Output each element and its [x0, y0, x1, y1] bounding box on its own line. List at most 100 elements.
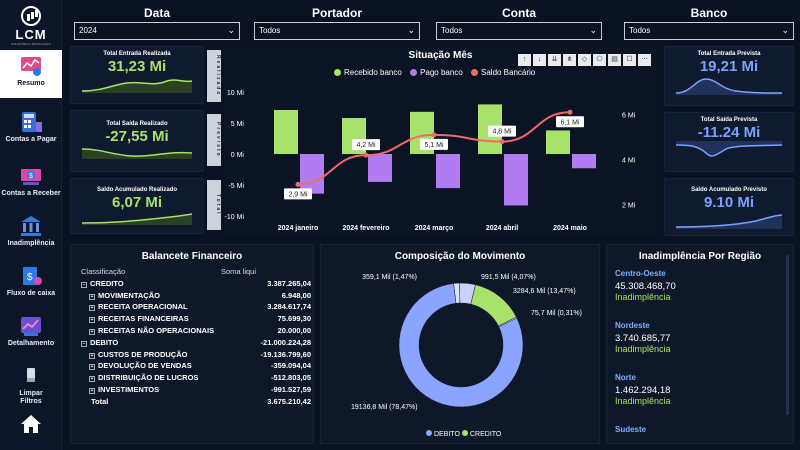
- expand-icon[interactable]: +: [89, 364, 95, 371]
- table-row[interactable]: Total 3.675.210,42: [81, 397, 311, 409]
- sidebar-item-detalhamento[interactable]: Detalhamento: [0, 310, 62, 360]
- saldo-point[interactable]: [295, 181, 301, 187]
- kpi-title: Saldo Acumulado Realizado: [96, 187, 178, 193]
- sidebar-item-label: Inadimplência: [7, 240, 55, 247]
- row-label-text: CREDITO: [90, 278, 124, 288]
- kpi-title: Total Saída Realizado: [106, 121, 168, 127]
- region-card: Centro-Oeste 45.308.468,70 Inadimplência: [615, 269, 676, 302]
- cashflow-icon: $: [23, 267, 42, 285]
- bar-pago[interactable]: [368, 154, 392, 182]
- conta-dropdown[interactable]: Todos ⌄: [436, 22, 602, 40]
- bar-pago[interactable]: [572, 154, 596, 169]
- column-header[interactable]: Classificação: [81, 267, 126, 276]
- bar-recebido[interactable]: [274, 109, 298, 154]
- table-row[interactable]: + RECEITAS FINANCEIRAS 75.699,30: [81, 314, 311, 326]
- table-row[interactable]: − DEBITO -21.000.224,28: [81, 338, 311, 350]
- logo: LCM SOLUÇÕES E TECNOLOGIA: [8, 4, 54, 46]
- logo-text: LCM: [15, 27, 47, 42]
- expand-icon[interactable]: +: [89, 293, 95, 300]
- chevron-down-icon: ⌄: [781, 25, 789, 35]
- table-row[interactable]: + MOVIMENTAÇÃO 6.948,00: [81, 291, 311, 303]
- scrollbar[interactable]: [786, 255, 789, 415]
- bar-pago[interactable]: [504, 154, 528, 206]
- expand-icon[interactable]: +: [89, 328, 95, 335]
- expand-icon[interactable]: +: [89, 352, 95, 359]
- bar-pago[interactable]: [300, 154, 324, 194]
- expand-icon[interactable]: +: [89, 305, 95, 312]
- data-label-box: [488, 125, 516, 137]
- table-row[interactable]: + DISTRIBUIÇÃO DE LUCROS -512.803,05: [81, 373, 311, 385]
- slice-label: 3284,6 Mil (13,47%): [513, 288, 576, 295]
- data-dropdown[interactable]: 2024 ⌄: [74, 22, 240, 40]
- saldo-point[interactable]: [499, 139, 505, 145]
- table-row[interactable]: − CREDITO 3.387.265,04: [81, 279, 311, 291]
- collapse-icon[interactable]: −: [81, 340, 87, 347]
- row-label: + RECEITAS NÃO OPERACIONAIS: [89, 326, 214, 335]
- saldo-point[interactable]: [431, 132, 437, 138]
- table-row[interactable]: + INVESTIMENTOS -991.527,59: [81, 385, 311, 397]
- legend-item-recebido[interactable]: Recebido banco: [334, 68, 402, 77]
- region-label: Inadimplência: [615, 344, 671, 354]
- column-header[interactable]: Soma liqui: [221, 267, 257, 276]
- pin-button[interactable]: ◇: [578, 54, 591, 66]
- copy-button[interactable]: ⎔: [593, 54, 606, 66]
- table-row[interactable]: + RECEITAS NÃO OPERACIONAIS 20.000,00: [81, 326, 311, 338]
- donut-chart-svg: 359,1 Mil (1,47%) 991,5 Mil (4,07%) 3284,6…: [351, 274, 582, 438]
- saldo-point[interactable]: [363, 152, 369, 158]
- row-label-text: DEVOLUÇÃO DE VENDAS: [98, 361, 192, 371]
- row-value: 3.675.210,42: [267, 396, 311, 406]
- filter-title: Data: [143, 6, 170, 20]
- sidebar-item-contas-receber[interactable]: $ Contas a Receber: [0, 160, 62, 210]
- sort-asc-button[interactable]: ↑: [518, 54, 531, 66]
- y2-tick-label: 6 Mi: [622, 113, 636, 120]
- table-row[interactable]: + DEVOLUÇÃO DE VENDAS -359.094,04: [81, 361, 311, 373]
- table-row[interactable]: + CUSTOS DE PRODUÇÃO -19.136.799,60: [81, 350, 311, 362]
- donut-slice[interactable]: [398, 283, 524, 408]
- legend-label: Saldo Bancário: [481, 68, 536, 77]
- region-card: Sudeste: [615, 425, 646, 434]
- saldo-point[interactable]: [567, 109, 573, 115]
- sidebar-item-contas-pagar[interactable]: Contas a Pagar: [0, 106, 62, 156]
- legend-item-pago[interactable]: Pago banco: [410, 68, 463, 77]
- y2-tick-label: 2 Mi: [622, 203, 636, 210]
- donut-slice[interactable]: [470, 284, 517, 327]
- filter-title: Conta: [502, 6, 536, 20]
- y-tick-label: -10 Mi: [225, 214, 245, 221]
- sidebar-item-fluxo-caixa[interactable]: $ Fluxo de caixa: [0, 260, 62, 310]
- more-options-button[interactable]: ⋯: [638, 54, 651, 66]
- tab-realizado[interactable]: Realizado: [207, 50, 221, 102]
- home-button[interactable]: [0, 408, 62, 440]
- sidebar-item-inadimplencia[interactable]: Inadimplência: [0, 210, 62, 260]
- sort-desc-button[interactable]: ↓: [533, 54, 546, 66]
- tab-total[interactable]: Total: [207, 180, 221, 230]
- filter-button[interactable]: ▤: [608, 54, 621, 66]
- region-name: Centro-Oeste: [615, 269, 666, 278]
- expand-icon[interactable]: +: [89, 317, 95, 324]
- expand-icon[interactable]: +: [89, 387, 95, 394]
- tab-previsto[interactable]: Previsto: [207, 114, 221, 166]
- chart-legend: Recebido banco Pago banco Saldo Bancário: [334, 68, 541, 77]
- kpi-value: 6,07 Mi: [111, 194, 163, 211]
- table-row[interactable]: + RECEITA OPERACIONAL 3.284.617,74: [81, 302, 311, 314]
- portador-dropdown[interactable]: Todos ⌄: [254, 22, 420, 40]
- drill-down-button[interactable]: ⇊: [548, 54, 561, 66]
- kpi-total-saida-realizado: Total Saída Realizado -27,55 Mi: [70, 110, 204, 172]
- legend-item-saldo[interactable]: Saldo Bancário: [471, 68, 535, 77]
- balancete-table: Classificação Soma liqui − CREDITO 3.387.2…: [81, 267, 311, 409]
- expand-hierarchy-button[interactable]: ⋔: [563, 54, 576, 66]
- sidebar-item-resumo[interactable]: Resumo: [0, 50, 62, 98]
- x-tick-label: 2024 janeiro: [278, 225, 318, 232]
- sidebar-item-label: Contas a Pagar: [5, 136, 57, 143]
- collapse-icon[interactable]: −: [81, 281, 87, 288]
- table-header: Classificação Soma liqui: [81, 267, 311, 279]
- row-label: + CUSTOS DE PRODUÇÃO: [89, 350, 187, 359]
- kpi-title: Total Entrada Prevista: [697, 51, 761, 57]
- focus-mode-button[interactable]: ☐: [623, 54, 636, 66]
- bar-pago[interactable]: [436, 154, 460, 189]
- expand-icon[interactable]: +: [89, 376, 95, 383]
- bar-chart-svg: 10 Mi 5 Mi 0 Mi -5 Mi -10 Mi 6 Mi 4 Mi 2 Mi 2024…: [225, 90, 636, 232]
- bar-recebido[interactable]: [546, 130, 570, 154]
- limpar-filtros-button[interactable]: Limpar Filtros: [0, 360, 62, 405]
- banco-dropdown[interactable]: Todos ⌄: [624, 22, 794, 40]
- data-label-box: [420, 138, 448, 150]
